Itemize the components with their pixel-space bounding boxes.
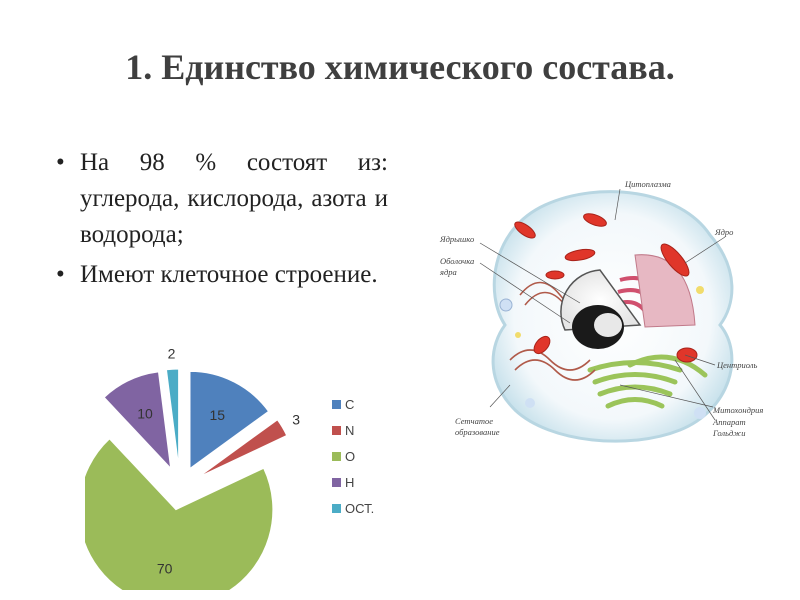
label-nuclear-envelope-2: ядра [439,267,457,277]
data-label-2: 70 [157,561,173,577]
bullet-item-composition: • На 98 % состоят из: углерода, кислород… [48,145,388,253]
label-nucleolus: Ядрышко [439,234,474,244]
bullet-icon: • [56,149,65,176]
vesicles [499,286,706,419]
bullet-text: Имеют клеточное строение. [80,261,378,288]
label-cytoplasm: Цитоплазма [624,179,671,189]
legend-label-1: N [345,423,354,438]
pie-slices [85,368,288,590]
bullet-text: На 98 % состоят из: углерода, кислорода,… [80,149,388,248]
label-golgi-2: Гольджи [712,428,745,438]
data-label-3: 10 [137,406,153,422]
pie-slice-1 [198,419,288,478]
bullet-icon: • [56,261,65,288]
cell-nucleus [560,254,696,349]
label-nuclear-envelope: Оболочка [440,256,474,266]
slide-title: 1. Единство химического состава. [125,47,675,87]
pie-data-labels: 15 3 70 10 2 [137,345,300,576]
label-mitochondria: Митохондрия [712,405,763,415]
pie-slice-4 [165,368,180,467]
bullet-item-structure: • Имеют клеточное строение. [48,257,388,293]
label-centriole: Центриоль [716,360,758,370]
cell-labels: Цитоплазма Ядрышко Ядро Оболочка ядра Це… [439,179,763,438]
legend-swatch-0 [332,400,341,409]
label-nucleus: Ядро [714,227,733,237]
pie-slice-2 [85,438,274,590]
label-er-2: образование [455,427,500,437]
data-label-0: 15 [210,407,226,423]
callout-lines [479,188,726,421]
pie-slice-0 [189,370,270,470]
legend-swatch-4 [332,504,341,513]
data-label-1: 3 [292,411,300,427]
legend-label-0: C [345,397,354,412]
legend-label-2: O [345,449,355,464]
cell-diagram: Цитоплазма Ядрышко Ядро Оболочка ядра Це… [439,179,763,443]
legend-swatch-1 [332,426,341,435]
bullet-list: • На 98 % состоят из: углерода, кислород… [48,145,388,293]
legend-swatch-3 [332,478,341,487]
label-golgi: Аппарат [712,417,746,427]
label-er: Сетчатое [455,416,493,426]
data-label-4: 2 [168,345,176,361]
pie-slice-3 [103,371,172,470]
mitochondria [514,213,698,363]
legend-label-4: ОСТ. [345,501,374,516]
legend-label-3: H [345,475,354,490]
golgi-apparatus [587,354,708,409]
legend-swatch-2 [332,452,341,461]
